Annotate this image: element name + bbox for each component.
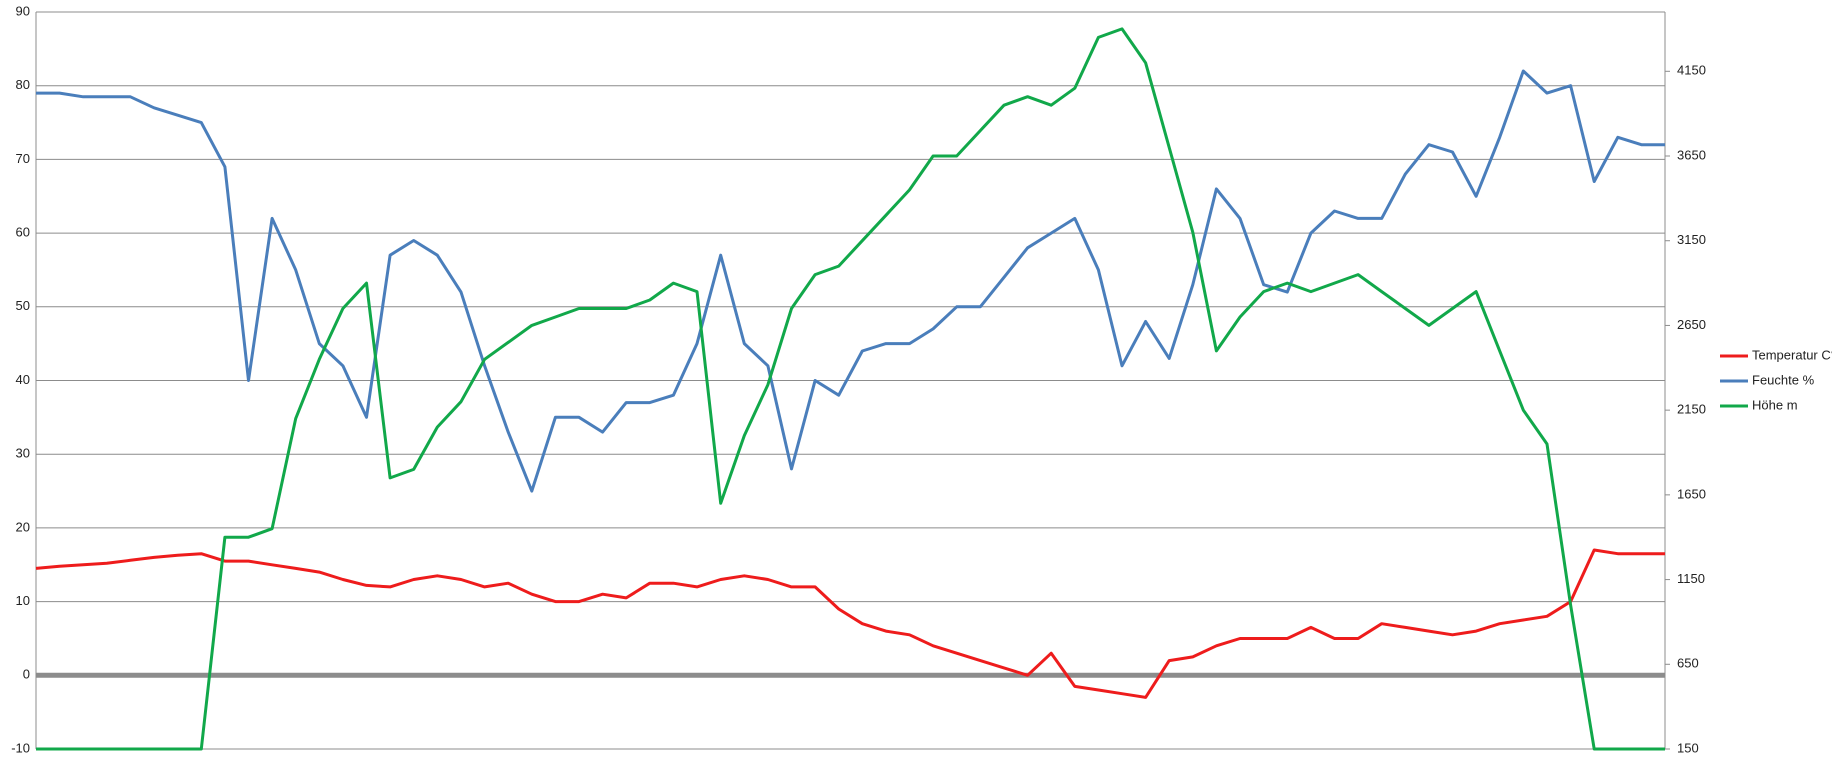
y-tick-label: 20 [16,519,30,534]
y2-tick-label: 2650 [1677,317,1706,332]
legend-label: Höhe m [1752,397,1798,412]
y-tick-label: 0 [23,667,30,682]
y-tick-label: 30 [16,446,30,461]
y2-tick-label: 150 [1677,740,1699,755]
y2-tick-label: 1650 [1677,486,1706,501]
y-tick-label: 80 [16,77,30,92]
series-line [36,69,1665,493]
legend-label: Temperatur C° [1752,347,1832,362]
y2-tick-label: 3650 [1677,147,1706,162]
y-tick-label: 10 [16,593,30,608]
series-line [35,548,1665,699]
y-tick-label: -10 [11,740,30,755]
y-tick-label: 90 [16,3,30,18]
series-line [36,27,1665,751]
y-tick-label: 70 [16,151,30,166]
y2-tick-label: 1150 [1677,571,1705,586]
y2-tick-label: 3150 [1677,232,1706,247]
y2-tick-label: 4150 [1677,63,1706,78]
y-tick-label: 40 [16,372,30,387]
y-tick-label: 60 [16,225,30,240]
y2-tick-label: 650 [1677,656,1699,671]
legend-label: Feuchte % [1752,372,1815,387]
y-tick-label: 50 [16,298,30,313]
y2-tick-label: 2150 [1677,402,1706,417]
